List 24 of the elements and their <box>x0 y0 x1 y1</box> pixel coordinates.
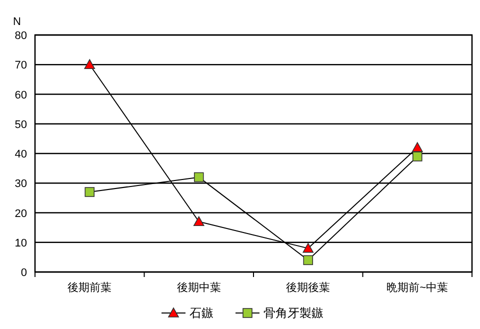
y-tick-label: 50 <box>14 118 27 131</box>
y-tick-label: 80 <box>14 30 27 42</box>
y-tick-label: 30 <box>14 178 27 190</box>
point <box>84 59 96 70</box>
point <box>412 142 423 152</box>
point <box>412 152 422 162</box>
y-axis-title: N <box>13 16 22 28</box>
y-tick-label: 20 <box>14 208 27 220</box>
point <box>193 216 204 226</box>
x-tick-label: 晩期前~中葉 <box>386 281 448 294</box>
point <box>84 187 95 197</box>
x-tick-label: 後期後葉 <box>286 281 330 294</box>
x-tick-label: 後期中葉 <box>176 281 221 294</box>
y-tick-label: 60 <box>14 89 27 102</box>
legend-label: 石鏃 <box>190 306 214 320</box>
y-tick-label: 40 <box>14 148 27 160</box>
y-tick-label: 70 <box>14 60 27 72</box>
point <box>194 172 204 182</box>
y-tick-label: 0 <box>20 267 27 279</box>
point <box>303 255 314 266</box>
point <box>302 242 314 253</box>
y-tick-label: 10 <box>14 237 27 250</box>
x-tick-label: 後期前葉 <box>68 281 112 294</box>
legend-label: 骨角牙製鏃 <box>264 306 324 320</box>
